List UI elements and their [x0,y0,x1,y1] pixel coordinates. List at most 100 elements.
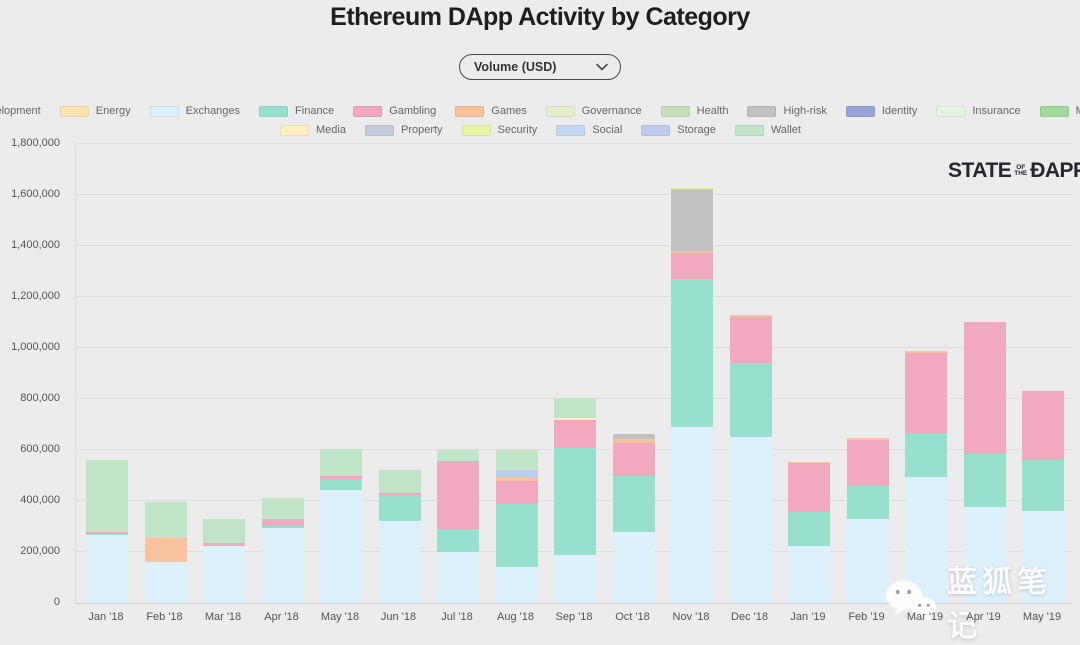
bar-segment-finance[interactable] [437,529,479,552]
bar-segment-wallet[interactable] [495,450,538,471]
bar-segment-gambling[interactable] [86,532,128,534]
bar-segment-finance[interactable] [554,448,596,555]
legend-item-governance[interactable]: Governance [545,105,642,117]
bar-segment-gambling[interactable] [846,439,889,487]
legend-item-media[interactable]: Media [280,124,346,136]
bar-segment-wallet[interactable] [437,449,479,461]
bar-segment-exchanges[interactable] [788,546,830,603]
bar-segment-media[interactable] [554,418,596,421]
bar-segment-exchanges[interactable] [846,518,889,603]
bar-segment-finance[interactable] [846,486,889,519]
bar-segment-games[interactable] [144,537,187,563]
legend-item-games[interactable]: Games [455,105,527,117]
bar-segment-exchanges[interactable] [437,552,479,603]
bar-segment-gambling[interactable] [320,476,362,480]
legend-item-security[interactable]: Security [461,124,537,136]
bar-group-may-18[interactable] [320,448,362,603]
bar-segment-gambling[interactable] [437,460,479,530]
bar-segment-gambling[interactable] [729,317,772,364]
bar-segment-gambling[interactable] [261,518,304,526]
bar-segment-finance[interactable] [671,279,713,428]
bar-segment-wallet[interactable] [86,460,128,533]
bar-segment-exchanges[interactable] [203,545,245,603]
bar-segment-games[interactable] [905,351,947,354]
bar-segment-gambling[interactable] [495,480,538,505]
bar-segment-games[interactable] [671,250,713,254]
bar-segment-wallet[interactable] [554,397,596,419]
bar-segment-wallet[interactable] [261,498,304,519]
bar-segment-wallet[interactable] [320,448,362,477]
legend-item-storage[interactable]: Storage [641,124,716,136]
bar-segment-games[interactable] [846,437,889,440]
bar-segment-finance[interactable] [905,432,947,477]
legend-item-property[interactable]: Property [364,124,443,136]
bar-segment-exchanges[interactable] [729,437,772,603]
legend-item-energy[interactable]: Energy [59,105,131,117]
bar-segment-exchanges[interactable] [144,562,187,603]
bar-segment-gambling[interactable] [203,542,245,546]
legend-item-identity[interactable]: Identity [845,105,917,117]
legend-item-finance[interactable]: Finance [259,105,334,117]
bar-segment-finance[interactable] [963,453,1006,507]
bar-segment-gambling[interactable] [1022,391,1064,461]
bar-segment-exchanges[interactable] [905,476,947,603]
bar-segment-gambling[interactable] [788,463,830,512]
bar-group-oct-18[interactable] [612,433,655,603]
bar-segment-finance[interactable] [729,363,772,438]
bar-segment-gambling[interactable] [612,442,655,477]
bar-segment-security[interactable] [671,187,713,190]
bar-group-apr-19[interactable] [963,322,1006,603]
bar-group-feb-18[interactable] [144,501,187,603]
bar-segment-finance[interactable] [86,533,128,536]
bar-segment-wallet[interactable] [203,518,245,543]
bar-group-nov-18[interactable] [671,187,713,603]
bar-group-sep-18[interactable] [554,397,596,603]
bar-segment-gambling[interactable] [378,492,421,495]
legend-item-gambling[interactable]: Gambling [353,105,436,117]
bar-segment-games[interactable] [612,439,655,443]
bar-segment-gambling[interactable] [963,322,1006,454]
legend-item-health[interactable]: Health [660,105,728,117]
bar-segment-exchanges[interactable] [554,554,596,603]
bar-group-may-19[interactable] [1022,391,1064,603]
bar-group-mar-18[interactable] [203,518,245,603]
bar-segment-gambling[interactable] [905,353,947,433]
bar-segment-exchanges[interactable] [320,489,362,603]
legend-item-social[interactable]: Social [556,124,622,136]
bar-segment-finance[interactable] [495,504,538,568]
bar-segment-high-risk[interactable] [671,189,713,251]
legend-item-development[interactable]: Development [0,105,41,117]
legend-item-insurance[interactable]: Insurance [936,105,1021,117]
bar-segment-wallet[interactable] [378,469,421,493]
bar-group-dec-18[interactable] [729,315,772,603]
bar-group-jun-18[interactable] [378,469,421,603]
bar-group-apr-18[interactable] [261,498,304,603]
bar-group-mar-19[interactable] [905,351,947,603]
bar-segment-finance[interactable] [788,511,830,547]
bar-segment-gambling[interactable] [554,420,596,449]
bar-segment-finance[interactable] [378,494,421,522]
bar-segment-finance[interactable] [1022,460,1064,512]
bar-segment-exchanges[interactable] [261,527,304,603]
legend-item-high-risk[interactable]: High-risk [747,105,827,117]
bar-segment-games[interactable] [729,315,772,318]
bar-segment-finance[interactable] [320,479,362,490]
bar-segment-exchanges[interactable] [1022,511,1064,603]
bar-segment-exchanges[interactable] [86,535,128,603]
bar-segment-games[interactable] [788,461,830,464]
bar-segment-high-risk[interactable] [612,433,655,440]
bar-segment-storage[interactable] [495,470,538,479]
bar-segment-exchanges[interactable] [495,567,538,603]
bar-group-aug-18[interactable] [495,450,538,603]
bar-group-jan-19[interactable] [788,461,830,603]
metric-dropdown[interactable]: Volume (USD) [459,54,621,80]
legend-item-wallet[interactable]: Wallet [734,124,801,136]
bar-segment-exchanges[interactable] [378,521,421,603]
bar-segment-games[interactable] [495,478,538,481]
bar-segment-finance[interactable] [261,525,304,528]
bar-group-jan-18[interactable] [86,460,128,603]
legend-item-marketplaces[interactable]: Marketplaces [1039,105,1080,117]
bar-segment-exchanges[interactable] [671,427,713,603]
bar-segment-wallet[interactable] [144,501,187,538]
bar-segment-finance[interactable] [612,476,655,533]
